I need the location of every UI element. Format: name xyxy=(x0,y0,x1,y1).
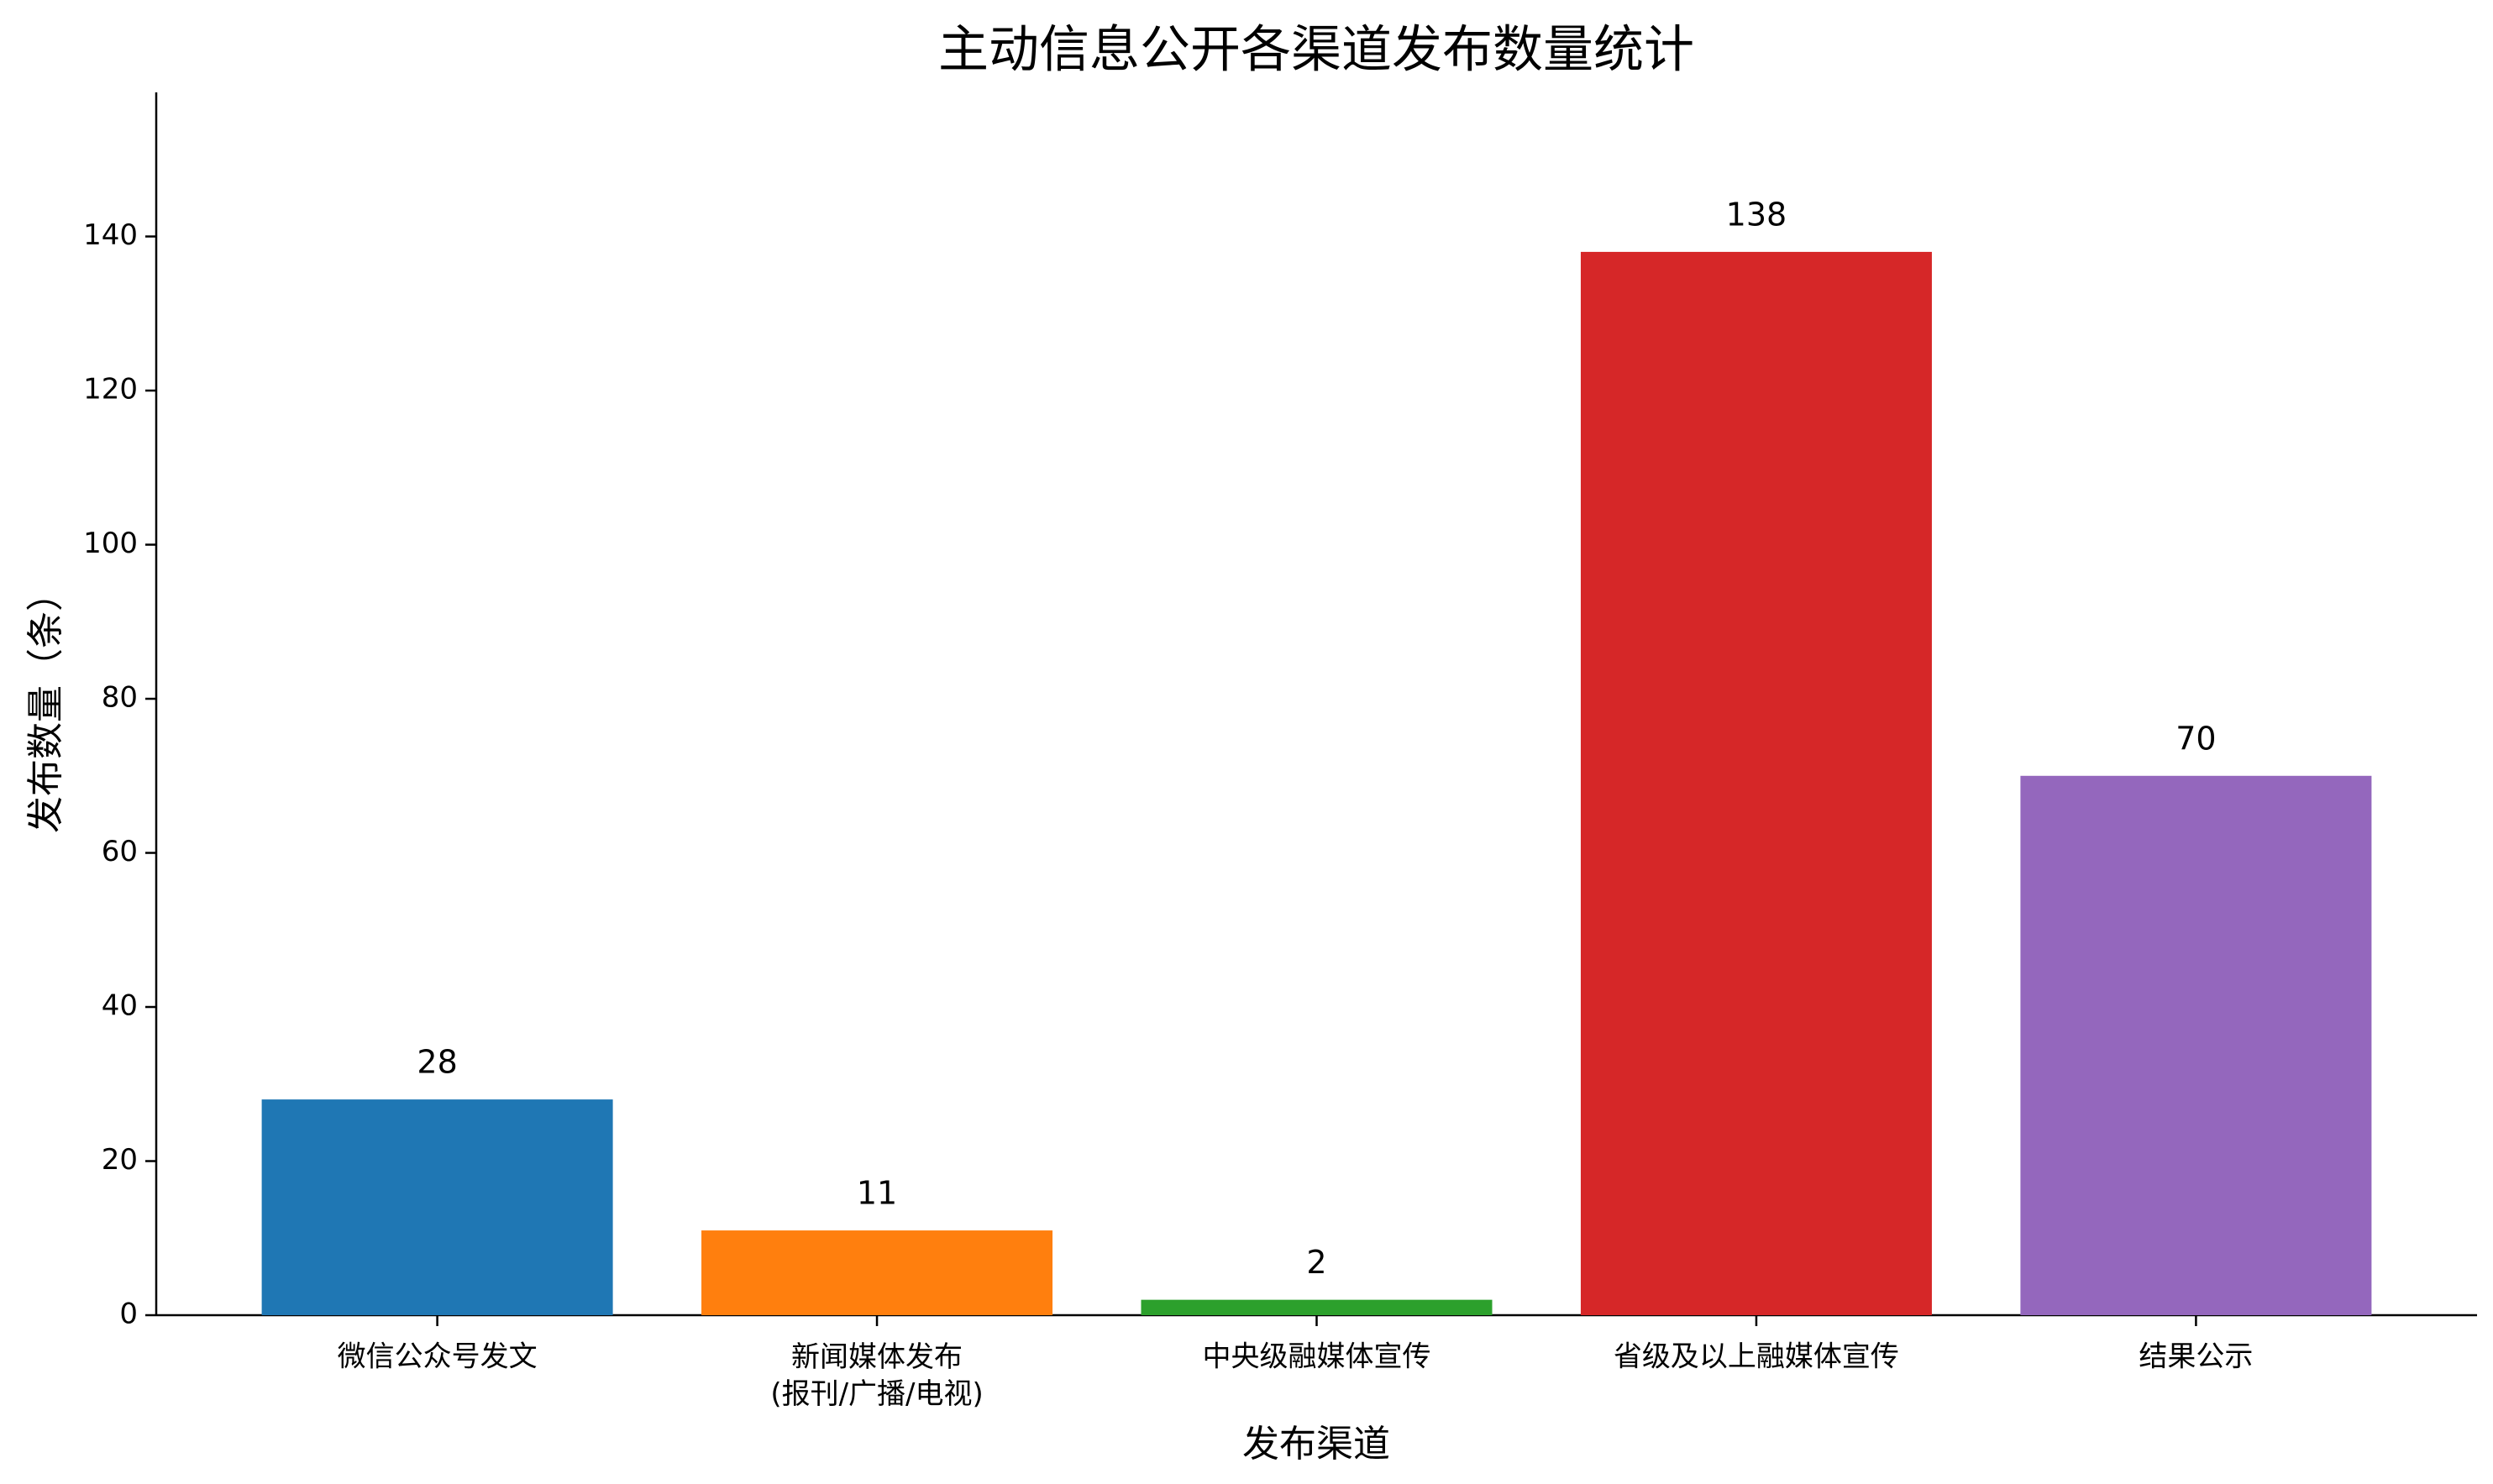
y-tick-label: 20 xyxy=(102,1143,138,1177)
x-tick-label: 新闻媒体发布(报刊/广播/电视) xyxy=(770,1340,983,1411)
value-label: 11 xyxy=(857,1175,897,1212)
bar xyxy=(701,1230,1053,1315)
value-label: 138 xyxy=(1726,196,1787,233)
value-label: 70 xyxy=(2175,720,2216,757)
y-tick-label: 140 xyxy=(83,218,138,252)
y-tick-label: 100 xyxy=(83,527,138,560)
y-tick-label: 40 xyxy=(102,989,138,1023)
y-tick-label: 0 xyxy=(119,1298,138,1331)
bar xyxy=(1580,251,1932,1315)
y-tick-label: 120 xyxy=(83,373,138,406)
x-tick-label: 结果公示 xyxy=(2139,1340,2253,1374)
y-axis-title: 发布数量（条） xyxy=(24,574,67,833)
x-tick-label: 省级及以上融媒体宣传 xyxy=(1614,1340,1899,1374)
y-tick-label: 60 xyxy=(102,835,138,868)
value-label: 28 xyxy=(417,1044,457,1081)
bar xyxy=(261,1099,613,1315)
x-tick-label: 中央级融媒体宣传 xyxy=(1203,1340,1431,1374)
value-label: 2 xyxy=(1306,1244,1326,1281)
bar xyxy=(1141,1299,1493,1315)
bar xyxy=(2020,775,2372,1315)
x-tick-label: 微信公众号发文 xyxy=(338,1340,538,1374)
y-tick-label: 80 xyxy=(102,681,138,715)
chart-title: 主动信息公开各渠道发布数量统计 xyxy=(938,21,1694,80)
x-axis-title: 发布渠道 xyxy=(1242,1423,1390,1466)
